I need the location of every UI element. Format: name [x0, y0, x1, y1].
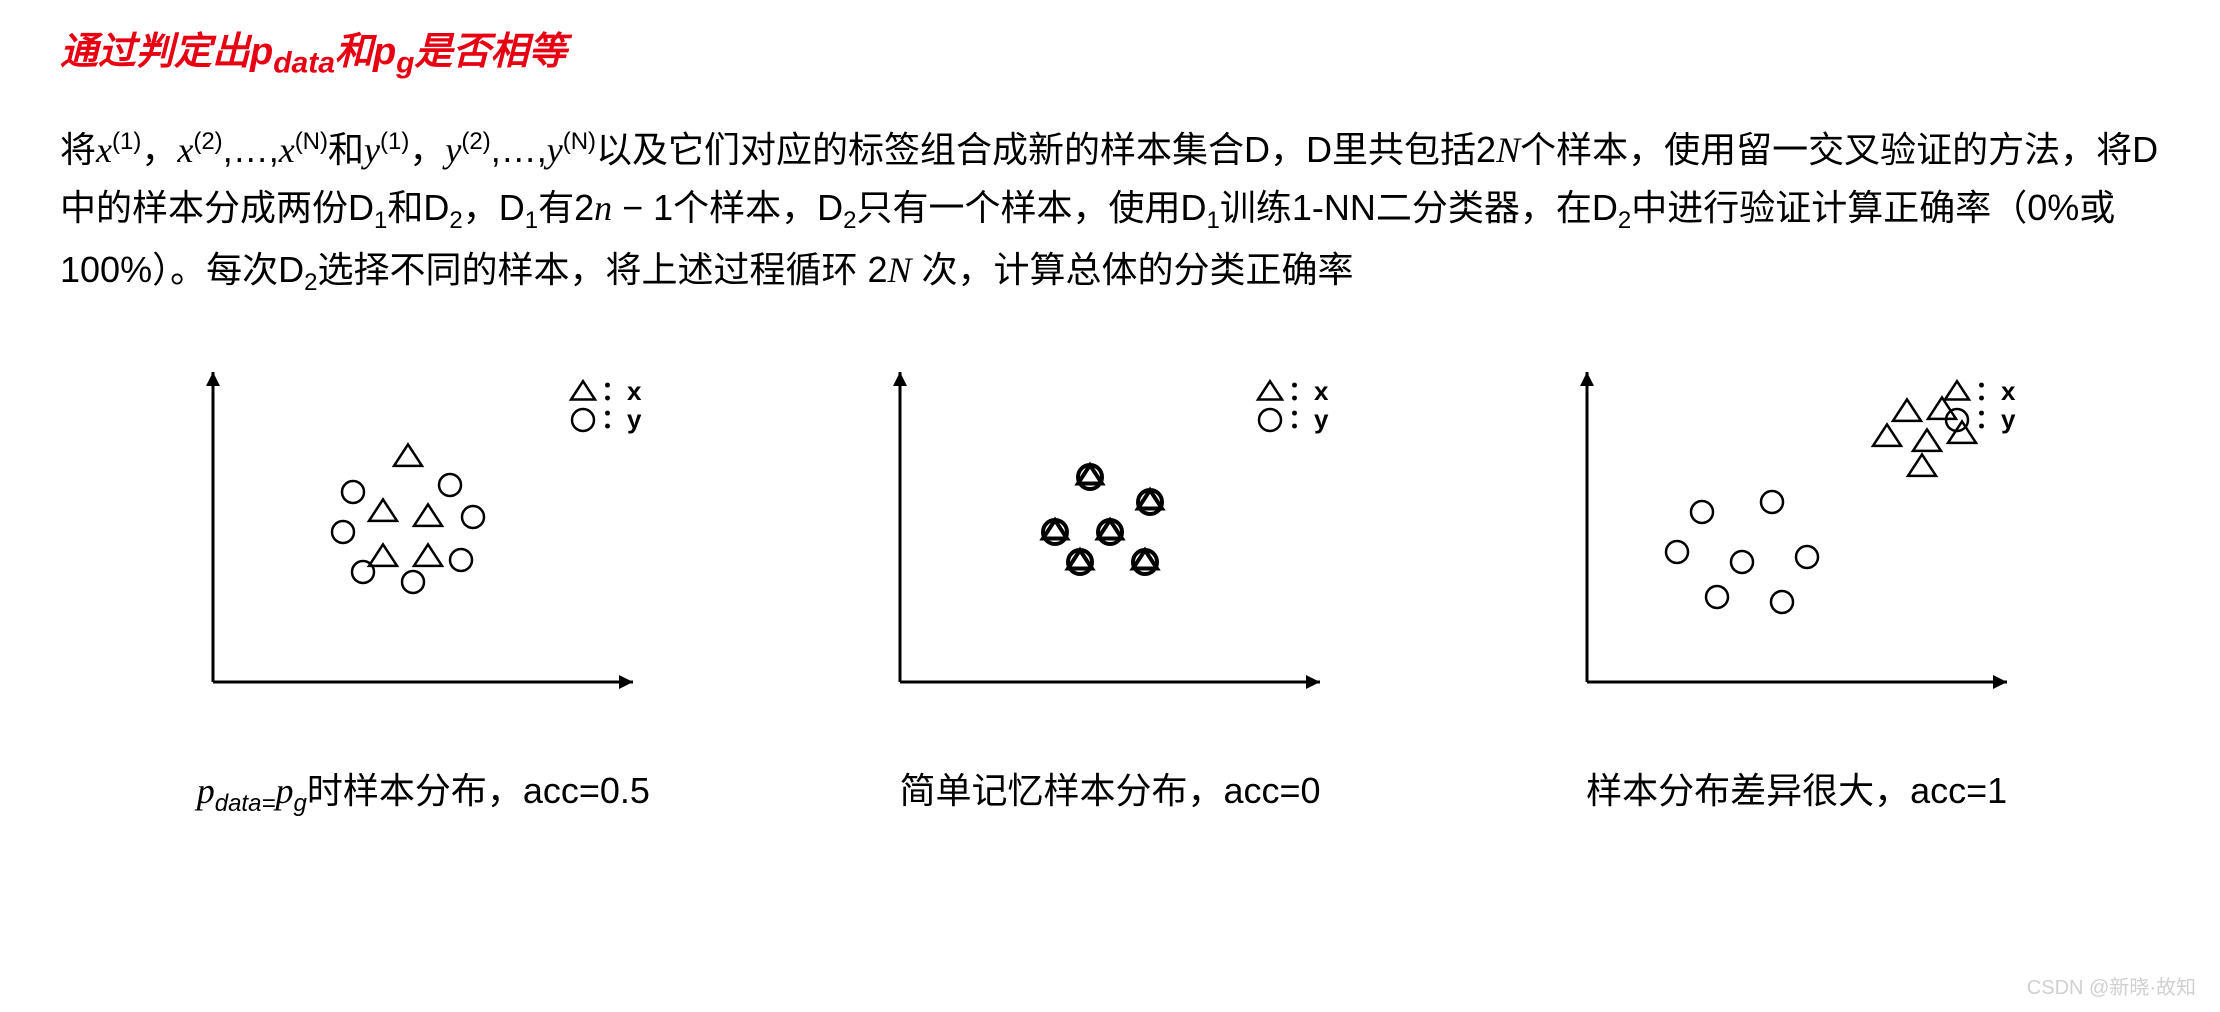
chart-block-1: ：x：y 简单记忆样本分布，acc=0 — [870, 362, 1350, 814]
page-title: 通过判定出pdata和pg是否相等 — [60, 20, 2160, 81]
svg-text:：y: ：y — [1975, 404, 2016, 434]
chart-caption-1: 简单记忆样本分布，acc=0 — [899, 762, 1320, 814]
charts-row: ：x：ypdata=pg时样本分布，acc=0.5：x：y简单记忆样本分布，ac… — [60, 362, 2160, 818]
svg-text:：x: ：x — [1288, 376, 1329, 406]
svg-text:：y: ：y — [1288, 404, 1329, 434]
chart-block-2: ：x：y 样本分布差异很大，acc=1 — [1557, 362, 2037, 814]
svg-text:：x: ：x — [601, 376, 642, 406]
scatter-chart-0: ：x：y — [183, 362, 663, 702]
svg-text:：x: ：x — [1975, 376, 2016, 406]
chart-caption-0: pdata=pg时样本分布，acc=0.5 — [197, 762, 650, 818]
watermark: CSDN @新晓·故知 — [2027, 971, 2196, 1000]
svg-text:：y: ：y — [601, 404, 642, 434]
chart-caption-2: 样本分布差异很大，acc=1 — [1586, 762, 2007, 814]
scatter-chart-2: ：x：y — [1557, 362, 2037, 702]
chart-block-0: ：x：y pdata=pg时样本分布，acc=0.5 — [183, 362, 663, 818]
scatter-chart-1: ：x：y — [870, 362, 1350, 702]
description-text: 将x(1)，x(2),…,x(N)和y(1)，y(2),…,y(N)以及它们对应… — [60, 121, 2160, 303]
